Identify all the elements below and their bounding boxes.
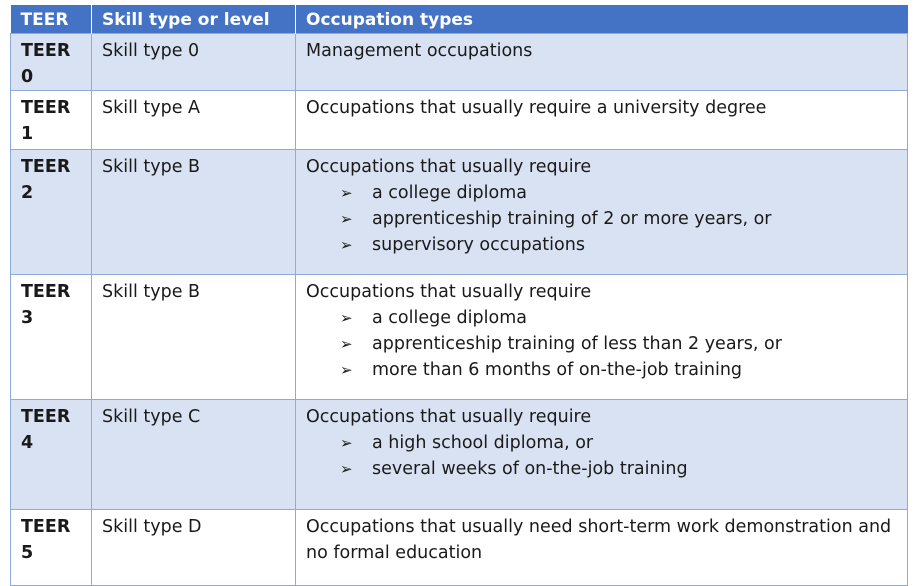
list-item: ➢ a high school diploma, or: [340, 430, 897, 456]
arrowhead-bullet-icon: ➢: [340, 460, 353, 478]
occupation-cell: Management occupations: [295, 33, 908, 91]
occupation-intro: Occupations that usually require: [306, 407, 592, 427]
occupation-cell: Occupations that usually require ➢ a coll…: [295, 274, 908, 400]
requirement-list: ➢ a high school diploma, or ➢ several week…: [306, 430, 897, 482]
teer-table: TEER Skill type or level Occupation type…: [10, 5, 908, 586]
occupation-cell: Occupations that usually require a unive…: [295, 90, 908, 150]
teer-cell: TEER 2: [10, 149, 92, 275]
table-row: TEER 3 Skill type B Occupations that usu…: [10, 274, 908, 400]
table-row: TEER 0 Skill type 0 Management occupatio…: [10, 33, 908, 91]
table-row: TEER 4 Skill type C Occupations that usu…: [10, 399, 908, 510]
header-occupation-types: Occupation types: [295, 5, 908, 34]
teer-cell: TEER 1: [10, 90, 92, 150]
skill-cell: Skill type C: [91, 399, 296, 510]
header-row: TEER Skill type or level Occupation type…: [10, 5, 908, 34]
occupation-cell: Occupations that usually require ➢ a coll…: [295, 149, 908, 275]
requirement-list: ➢ a college diploma ➢ apprenticeship train…: [306, 305, 897, 383]
teer-cell: TEER 5: [10, 509, 92, 586]
list-item: ➢ more than 6 months of on-the-job traini…: [340, 357, 897, 383]
arrowhead-bullet-icon: ➢: [340, 236, 353, 254]
list-item: ➢ supervisory occupations: [340, 232, 897, 258]
occupation-intro: Occupations that usually require a unive…: [306, 98, 767, 118]
occupation-intro: Occupations that usually require: [306, 282, 592, 302]
teer-cell: TEER 0: [10, 33, 92, 91]
arrowhead-bullet-icon: ➢: [340, 361, 353, 379]
skill-cell: Skill type B: [91, 149, 296, 275]
arrowhead-bullet-icon: ➢: [340, 309, 353, 327]
occupation-intro: Occupations that usually need short-term…: [306, 517, 892, 563]
header-skill-type: Skill type or level: [91, 5, 296, 34]
teer-cell: TEER 4: [10, 399, 92, 510]
occupation-cell: Occupations that usually require ➢ a high…: [295, 399, 908, 510]
arrowhead-bullet-icon: ➢: [340, 210, 353, 228]
arrowhead-bullet-icon: ➢: [340, 184, 353, 202]
skill-cell: Skill type 0: [91, 33, 296, 91]
occupation-cell: Occupations that usually need short-term…: [295, 509, 908, 586]
list-item: ➢ a college diploma: [340, 305, 897, 331]
arrowhead-bullet-icon: ➢: [340, 335, 353, 353]
table-row: TEER 5 Skill type D Occupations that usu…: [10, 509, 908, 586]
requirement-list: ➢ a college diploma ➢ apprenticeship train…: [306, 180, 897, 258]
table-row: TEER 1 Skill type A Occupations that usu…: [10, 90, 908, 150]
skill-cell: Skill type D: [91, 509, 296, 586]
teer-cell: TEER 3: [10, 274, 92, 400]
table-row: TEER 2 Skill type B Occupations that usu…: [10, 149, 908, 275]
arrowhead-bullet-icon: ➢: [340, 434, 353, 452]
occupation-intro: Occupations that usually require: [306, 157, 592, 177]
list-item: ➢ several weeks of on-the-job training: [340, 456, 897, 482]
list-item: ➢ apprenticeship training of less than 2 …: [340, 331, 897, 357]
skill-cell: Skill type A: [91, 90, 296, 150]
list-item: ➢ apprenticeship training of 2 or more ye…: [340, 206, 897, 232]
occupation-intro: Management occupations: [306, 41, 533, 61]
skill-cell: Skill type B: [91, 274, 296, 400]
list-item: ➢ a college diploma: [340, 180, 897, 206]
header-teer: TEER: [10, 5, 92, 34]
